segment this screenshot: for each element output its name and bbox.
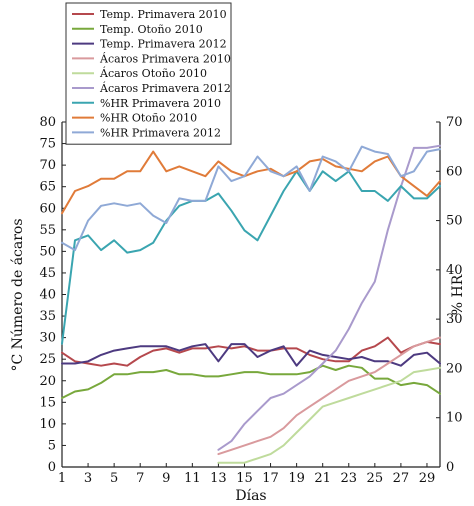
right-tick-label: 40 [446, 263, 463, 278]
left-tick-label: 25 [39, 352, 56, 367]
x-tick-label: 11 [184, 471, 201, 486]
series-line-5 [217, 366, 441, 464]
legend-entry: %HR Otoño 2010 [100, 112, 197, 125]
legend-entry: %HR Primavera 2012 [100, 126, 221, 139]
right-tick-label: 20 [446, 361, 463, 376]
left-tick-label: 80 [39, 115, 56, 130]
series-line-8 [61, 150, 441, 215]
left-tick-label: 50 [39, 244, 56, 259]
legend-entry: Ácaros Primavera 2010 [99, 51, 231, 65]
right-tick-label: 70 [446, 115, 463, 130]
x-tick-label: 27 [393, 471, 410, 486]
x-tick-label: 23 [340, 471, 357, 486]
x-tick-label: 1 [58, 471, 66, 486]
series-group [61, 144, 441, 464]
series-line-1 [61, 336, 441, 367]
left-tick-label: 75 [39, 137, 56, 152]
right-tick-label: 10 [446, 411, 463, 426]
left-tick-label: 0 [48, 460, 56, 475]
right-tick-label: 0 [446, 460, 454, 475]
series-line-7 [61, 170, 441, 345]
legend-entry: %HR Primavera 2010 [100, 97, 221, 110]
right-tick-label: 50 [446, 214, 463, 229]
x-tick-label: 15 [236, 471, 253, 486]
x-tick-label: 13 [210, 471, 227, 486]
series-line-6 [217, 144, 441, 451]
x-tick-label: 21 [314, 471, 331, 486]
tick-labels-group: 1 3 5 7 9 11 13 15 17 19 21 23 25 27 29051015202530354… [39, 115, 462, 486]
series-line-4 [217, 336, 441, 456]
left-tick-label: 45 [39, 266, 56, 281]
x-tick-label: 25 [367, 471, 384, 486]
left-tick-label: 20 [39, 374, 56, 389]
series-line-2 [61, 364, 441, 399]
x-tick-label: 19 [288, 471, 305, 486]
left-tick-label: 35 [39, 309, 56, 324]
left-tick-label: 15 [39, 395, 56, 410]
x-tick-label: 7 [136, 471, 144, 486]
left-tick-label: 70 [39, 158, 56, 173]
x-tick-label: 5 [110, 471, 118, 486]
left-tick-label: 65 [39, 180, 56, 195]
legend: Temp. Primavera 2010 Temp. Otoño 2010 Temp… [65, 2, 232, 145]
left-tick-label: 60 [39, 201, 56, 216]
left-tick-label: 30 [39, 331, 56, 346]
left-axis-label: °C Número de ácaros [10, 218, 26, 371]
legend-entry: Ácaros Primavera 2012 [99, 81, 231, 95]
legend-entry: Temp. Primavera 2012 [100, 38, 227, 51]
legend-entry: Temp. Primavera 2010 [100, 8, 227, 21]
series-line-3 [61, 343, 441, 367]
left-tick-label: 10 [39, 417, 56, 432]
x-tick-label: 17 [262, 471, 279, 486]
series-line-9 [61, 145, 441, 252]
axes-group [61, 121, 441, 468]
x-axis-label: Días [235, 488, 266, 504]
left-tick-label: 40 [39, 288, 56, 303]
left-tick-label: 55 [39, 223, 56, 238]
left-tick-label: 5 [48, 438, 56, 453]
legend-entry: Temp. Otoño 2010 [100, 23, 203, 36]
right-tick-label: 30 [446, 312, 463, 327]
x-tick-label: 9 [162, 471, 170, 486]
right-tick-label: 60 [446, 164, 463, 179]
x-tick-label: 29 [419, 471, 436, 486]
legend-entry: Ácaros Otoño 2010 [99, 66, 207, 80]
right-axis-label: % HR [450, 274, 466, 315]
x-tick-label: 3 [84, 471, 92, 486]
